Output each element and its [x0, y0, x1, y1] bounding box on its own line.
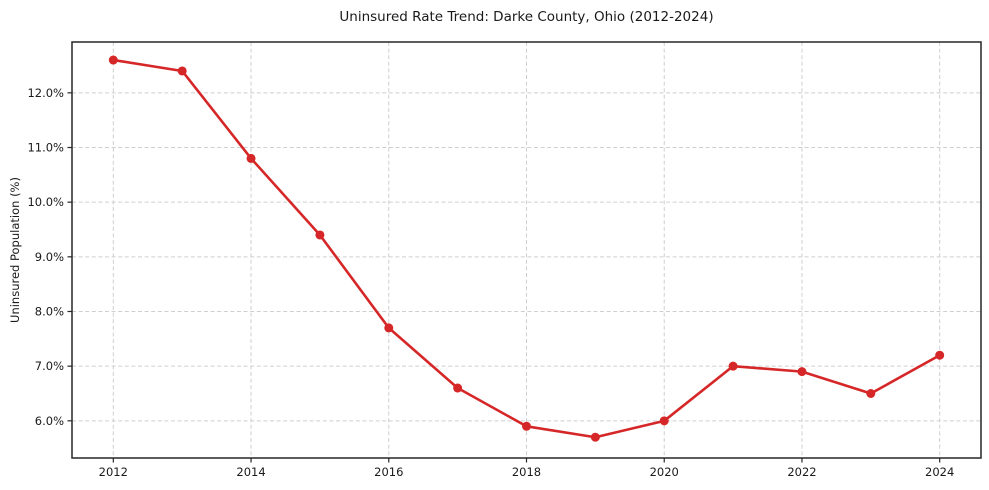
x-tick-label: 2022 — [787, 465, 816, 479]
data-point — [866, 388, 876, 398]
data-point — [728, 361, 738, 371]
x-tick-label: 2012 — [99, 465, 128, 479]
y-tick-label: 8.0% — [35, 304, 64, 318]
y-tick-label: 12.0% — [27, 86, 64, 100]
x-tick-label: 2018 — [512, 465, 541, 479]
x-tick-label: 2016 — [374, 465, 403, 479]
y-tick-label: 9.0% — [35, 250, 64, 264]
y-tick-label: 10.0% — [27, 195, 64, 209]
plot-border — [71, 41, 982, 459]
data-point — [935, 350, 945, 360]
data-point — [108, 55, 118, 65]
y-tick-label: 11.0% — [27, 141, 64, 155]
data-point — [246, 153, 256, 163]
chart-title: Uninsured Rate Trend: Darke County, Ohio… — [339, 9, 714, 25]
y-tick-label: 7.0% — [35, 359, 64, 373]
data-point — [453, 383, 463, 393]
x-tick-label: 2024 — [925, 465, 954, 479]
data-point — [590, 432, 600, 442]
data-point — [384, 323, 394, 333]
data-point — [797, 367, 807, 377]
x-tick-label: 2020 — [650, 465, 679, 479]
data-point — [315, 230, 325, 240]
data-point — [659, 416, 669, 426]
x-tick-label: 2014 — [236, 465, 265, 479]
data-point — [522, 421, 531, 431]
y-tick-label: 6.0% — [35, 414, 64, 428]
data-point — [177, 66, 187, 76]
